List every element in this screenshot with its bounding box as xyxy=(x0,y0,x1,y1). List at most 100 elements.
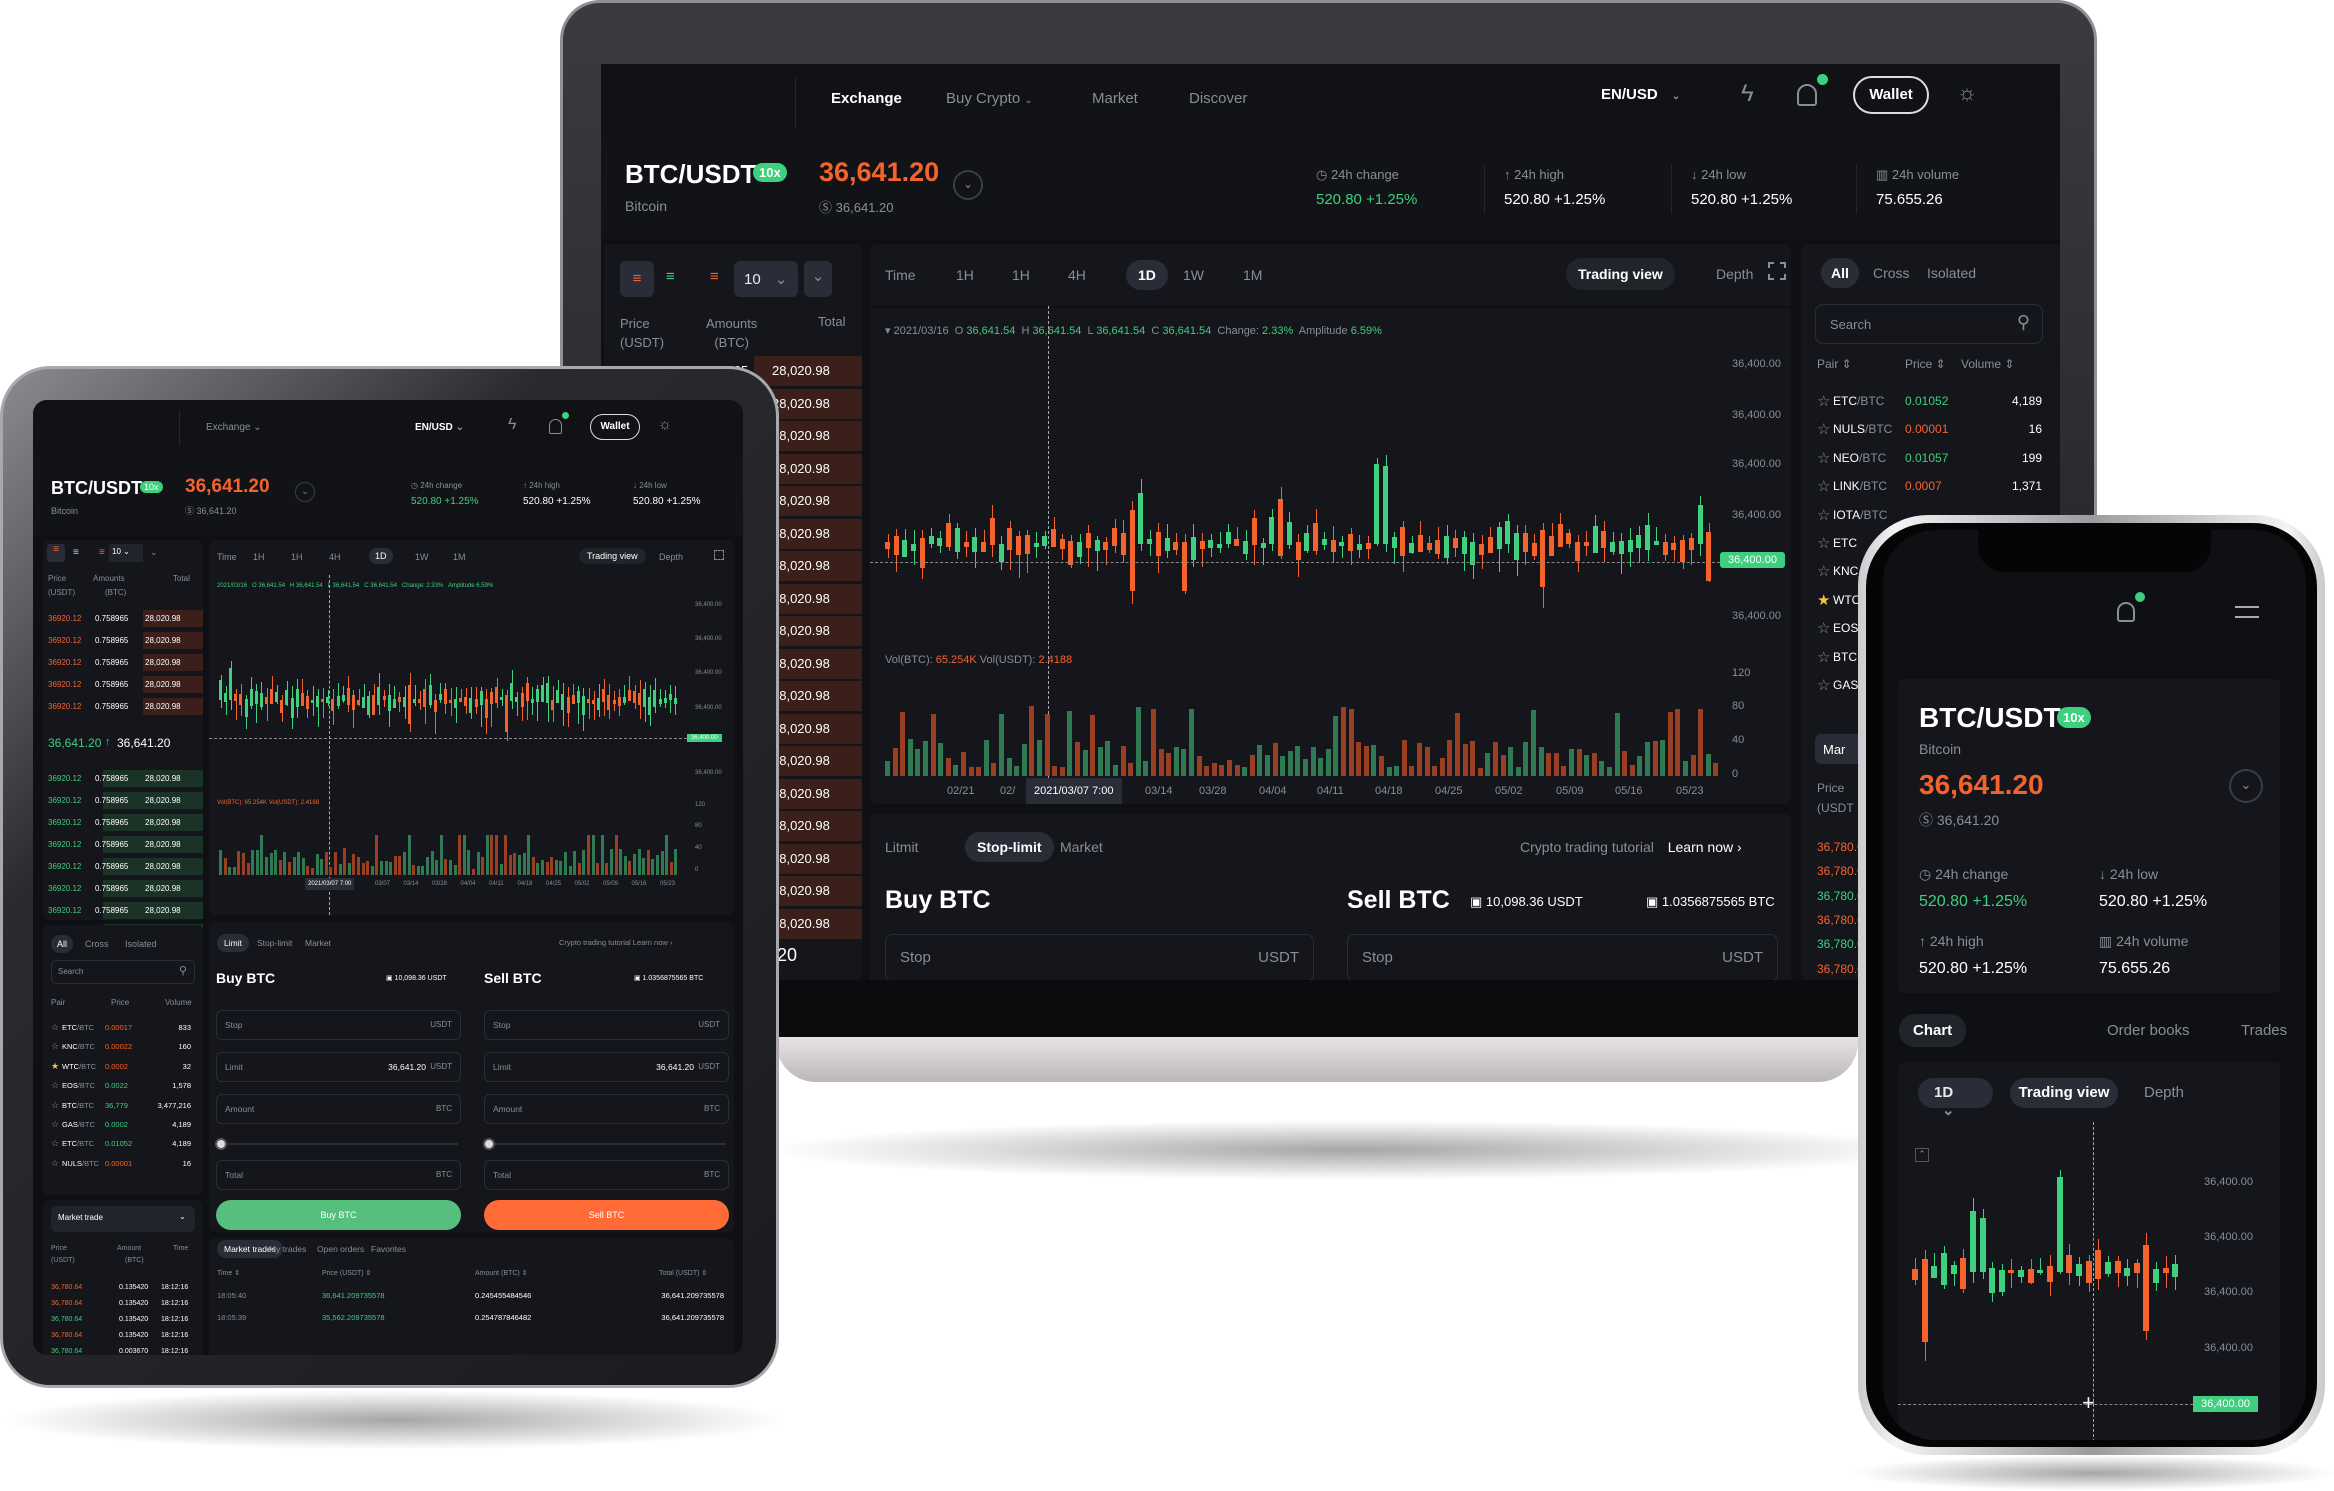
star-icon[interactable]: ☆ xyxy=(51,1022,60,1032)
market-header[interactable]: Price ⇕ xyxy=(1905,357,1946,371)
star-icon[interactable]: ☆ xyxy=(1817,478,1831,496)
fullscreen-icon[interactable] xyxy=(714,550,724,560)
timeframe-1h[interactable]: 1H xyxy=(291,552,303,562)
ask-row[interactable] xyxy=(143,698,203,715)
timeframe-1m[interactable]: 1M xyxy=(1243,267,1263,283)
view-asks-button[interactable]: ≡ xyxy=(710,268,719,285)
pair-name[interactable]: NEO/BTC xyxy=(1833,451,1886,465)
pair-name[interactable]: ETC/BTC xyxy=(62,1139,94,1148)
trades-header[interactable]: Total (USDT) ⇕ xyxy=(659,1270,708,1277)
bid-row[interactable] xyxy=(103,858,203,875)
star-icon[interactable]: ☆ xyxy=(1817,648,1831,666)
market-tab-all[interactable]: All xyxy=(1821,258,1859,288)
buy-slider-track[interactable] xyxy=(220,1143,458,1145)
bid-row[interactable] xyxy=(103,902,203,919)
pair-search-input[interactable]: Search xyxy=(51,960,195,984)
sell-slider-handle[interactable] xyxy=(483,1138,495,1150)
star-icon[interactable]: ☆ xyxy=(1817,535,1831,552)
pair-name[interactable]: ETC/BTC xyxy=(1833,394,1884,408)
market-tab-isolated[interactable]: Isolated xyxy=(1927,265,1977,281)
bell-icon[interactable] xyxy=(1797,84,1817,106)
view-both-button[interactable]: ≡ xyxy=(47,544,65,562)
lightning-icon[interactable]: ϟ xyxy=(1741,80,1754,107)
pair-name[interactable]: ETC xyxy=(1833,536,1857,550)
timeframe-1h[interactable]: 1H xyxy=(956,267,974,283)
nav-market[interactable]: Market xyxy=(1092,90,1138,107)
buy-stop-input[interactable]: Stop USDT xyxy=(885,934,1314,980)
sell-slider-track[interactable] xyxy=(488,1143,726,1145)
trades-tab[interactable]: Open orders xyxy=(317,1244,365,1254)
order-type-tab[interactable]: Market xyxy=(305,938,331,948)
search-icon[interactable]: ⚲ xyxy=(2016,312,2030,332)
language-select[interactable]: EN/USD ⌄ xyxy=(1601,86,1680,103)
trades-header[interactable]: Price (USDT) ⇕ xyxy=(322,1270,372,1277)
tutorial-link[interactable]: Crypto trading tutorial Learn now › xyxy=(559,938,673,947)
trades-tab[interactable]: Favorites xyxy=(371,1244,406,1254)
chevron-down-icon[interactable]: ⌄ xyxy=(179,1212,186,1221)
market-header[interactable]: Pair ⇕ xyxy=(1817,357,1852,371)
order-type-tab[interactable]: Litmit xyxy=(885,839,919,855)
pair-name[interactable]: BTC/BTC xyxy=(62,1101,94,1110)
bid-row[interactable] xyxy=(103,792,203,809)
star-icon[interactable]: ☆ xyxy=(51,1157,60,1168)
order-type-tab[interactable]: Stop-limit xyxy=(257,938,293,948)
star-icon[interactable]: ☆ xyxy=(51,1119,60,1129)
pair-search-input[interactable]: Search ⚲ xyxy=(1815,304,2043,344)
wallet-button[interactable]: Wallet xyxy=(1853,76,1929,114)
star-icon[interactable]: ☆ xyxy=(51,1041,60,1052)
pair-name[interactable]: WTC xyxy=(1833,593,1860,607)
depth-tab[interactable]: Depth xyxy=(2144,1084,2185,1101)
pair-name[interactable]: EOS xyxy=(1833,621,1858,635)
trades-tab[interactable]: Market trades xyxy=(217,1240,283,1258)
bell-icon[interactable] xyxy=(2117,602,2135,622)
star-icon[interactable]: ★ xyxy=(51,1060,60,1071)
ask-row[interactable] xyxy=(143,632,203,649)
bid-row[interactable] xyxy=(103,836,203,853)
market-header[interactable]: Volume xyxy=(165,998,192,1007)
pair-name[interactable]: ETC/BTC xyxy=(62,1023,94,1032)
bid-row[interactable] xyxy=(103,880,203,897)
star-icon[interactable]: ☆ xyxy=(51,1099,60,1110)
lightning-icon[interactable]: ϟ xyxy=(508,416,517,433)
order-type-tab[interactable]: Market xyxy=(1060,839,1103,855)
timeframe-4h[interactable]: 4H xyxy=(329,552,341,562)
trading-view-tab[interactable]: Trading view xyxy=(2010,1078,2118,1108)
theme-sun-icon[interactable]: ☼ xyxy=(1957,80,1978,105)
market-trade-select[interactable]: Market trade xyxy=(51,1206,195,1232)
star-icon[interactable]: ☆ xyxy=(51,1138,60,1149)
star-icon[interactable]: ☆ xyxy=(1817,393,1831,410)
market-header[interactable]: Pair xyxy=(51,998,66,1007)
star-icon[interactable]: ☆ xyxy=(1817,506,1831,524)
phone-tab-chart[interactable]: Chart xyxy=(1899,1014,1967,1047)
pair-name[interactable]: EOS/BTC xyxy=(62,1081,95,1090)
star-icon[interactable]: ☆ xyxy=(1817,421,1831,439)
pair-name[interactable]: BTC xyxy=(1833,650,1857,664)
sell-stop-input[interactable]: Stop USDT xyxy=(1347,934,1778,980)
sell-stop-input[interactable]: Stop USDT xyxy=(484,1010,729,1040)
timeframe-select[interactable]: 1D ⌄ xyxy=(1918,1078,1993,1119)
fullscreen-icon[interactable] xyxy=(1768,262,1786,280)
view-both-button[interactable]: ≡ xyxy=(620,261,654,297)
depth-select[interactable]: 10 ⌄ xyxy=(734,261,798,297)
buy-total-input[interactable]: Total BTC xyxy=(216,1160,461,1190)
sell-amount-input[interactable]: Amount BTC xyxy=(484,1094,729,1124)
order-type-tab[interactable]: Limit xyxy=(217,934,249,952)
language-select[interactable]: EN/USD ⌄ xyxy=(415,422,464,433)
depth-tab[interactable]: Depth xyxy=(659,552,684,562)
buy-slider-handle[interactable] xyxy=(215,1138,227,1150)
view-asks-button[interactable]: ≡ xyxy=(99,547,105,558)
timeframe-1m[interactable]: 1M xyxy=(453,552,466,562)
tutorial-link[interactable]: Crypto trading tutorial Learn now › xyxy=(1520,839,1742,855)
trades-header[interactable]: Time ⇕ xyxy=(217,1270,241,1277)
timeframe-1d[interactable]: 1D xyxy=(369,548,393,564)
search-icon[interactable]: ⚲ xyxy=(179,965,188,977)
pair-dropdown-chevron[interactable]: ⌄ xyxy=(2229,769,2263,803)
view-bids-button[interactable]: ≡ xyxy=(73,547,79,558)
trading-view-tab[interactable]: Trading view xyxy=(1566,258,1675,290)
market-header[interactable]: Volume ⇕ xyxy=(1961,357,2015,371)
star-icon[interactable]: ☆ xyxy=(51,1080,60,1091)
ask-row[interactable] xyxy=(143,676,203,693)
star-icon[interactable]: ☆ xyxy=(1817,620,1831,638)
pair-name[interactable]: KNC/BTC xyxy=(62,1042,95,1051)
pair-name[interactable]: GAS xyxy=(1833,678,1858,692)
